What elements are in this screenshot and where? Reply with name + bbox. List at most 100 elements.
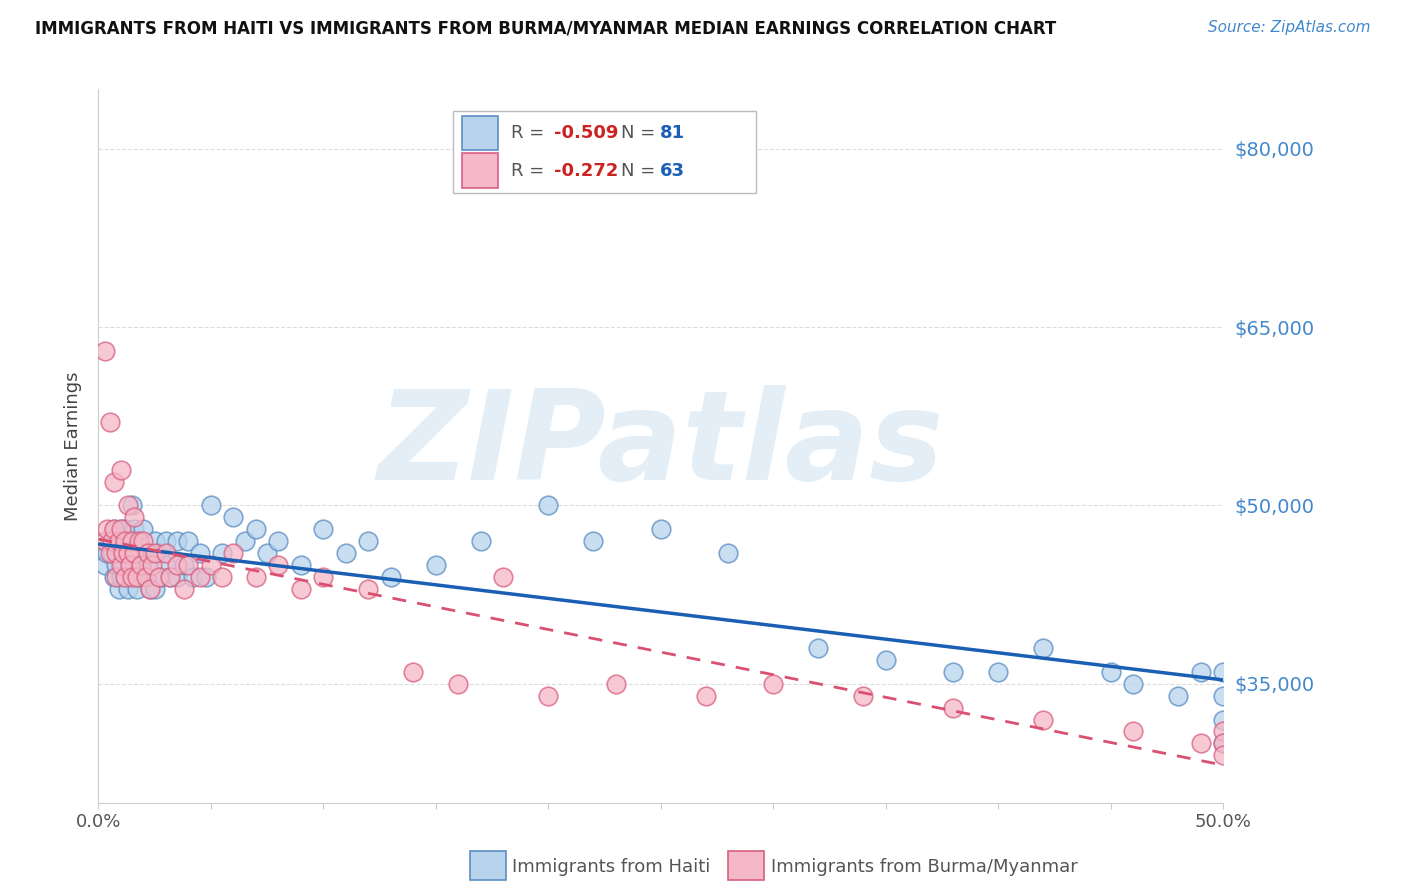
Point: [1099, 665, 1122, 679]
Point: [807, 641, 830, 656]
Point: [136, 546, 159, 560]
Point: [245, 522, 267, 536]
Point: [125, 534, 148, 549]
Point: [148, 570, 170, 584]
Point: [96, 522, 118, 536]
Point: [312, 570, 335, 584]
Point: [105, 570, 128, 584]
Point: [470, 534, 492, 549]
Point: [110, 546, 132, 560]
Point: [159, 570, 181, 584]
Point: [118, 558, 141, 572]
Point: [125, 582, 148, 596]
Point: [159, 570, 181, 584]
FancyBboxPatch shape: [470, 851, 506, 880]
Point: [129, 558, 152, 572]
Point: [103, 570, 125, 584]
Point: [139, 582, 162, 596]
Point: [267, 534, 290, 549]
Point: [1212, 736, 1234, 750]
Point: [124, 522, 146, 536]
Point: [200, 499, 222, 513]
Point: [105, 546, 128, 560]
Point: [124, 546, 146, 560]
Point: [155, 558, 177, 572]
Point: [128, 546, 150, 560]
Point: [695, 689, 717, 703]
Point: [1212, 748, 1234, 763]
Point: [96, 546, 118, 560]
Point: [148, 546, 170, 560]
Point: [1212, 724, 1234, 739]
Point: [135, 570, 157, 584]
Point: [537, 689, 560, 703]
Point: [110, 558, 132, 572]
Point: [112, 558, 135, 572]
Point: [290, 582, 312, 596]
Point: [132, 534, 155, 549]
Point: [605, 677, 627, 691]
Point: [335, 546, 357, 560]
Point: [357, 582, 380, 596]
Point: [267, 558, 290, 572]
Point: [105, 558, 128, 572]
Point: [211, 570, 233, 584]
Point: [117, 499, 139, 513]
Point: [312, 522, 335, 536]
Point: [177, 534, 200, 549]
Point: [233, 534, 256, 549]
Point: [1212, 736, 1234, 750]
Point: [117, 546, 139, 560]
Point: [98, 534, 121, 549]
Point: [200, 558, 222, 572]
Text: R =: R =: [512, 124, 550, 142]
Point: [357, 534, 380, 549]
Point: [114, 570, 136, 584]
Point: [1212, 713, 1234, 727]
Point: [94, 343, 117, 358]
Point: [222, 546, 245, 560]
Point: [1032, 641, 1054, 656]
Point: [181, 570, 204, 584]
Point: [290, 558, 312, 572]
Point: [101, 534, 124, 549]
Point: [425, 558, 447, 572]
Point: [94, 534, 117, 549]
Point: [447, 677, 470, 691]
Text: 63: 63: [659, 161, 685, 179]
Text: 81: 81: [659, 124, 685, 142]
Point: [717, 546, 740, 560]
Point: [942, 665, 965, 679]
Point: [987, 665, 1010, 679]
Point: [124, 510, 146, 524]
Point: [1189, 665, 1212, 679]
Point: [1212, 689, 1234, 703]
Point: [112, 534, 135, 549]
Point: [94, 558, 117, 572]
Point: [155, 546, 177, 560]
Point: [141, 558, 163, 572]
Point: [114, 522, 136, 536]
Point: [132, 522, 155, 536]
Point: [1167, 689, 1189, 703]
Point: [256, 546, 278, 560]
FancyBboxPatch shape: [461, 153, 498, 187]
Point: [1212, 665, 1234, 679]
Text: N =: N =: [621, 124, 661, 142]
Text: R =: R =: [512, 161, 550, 179]
Point: [110, 570, 132, 584]
Text: -0.509: -0.509: [554, 124, 619, 142]
Point: [110, 522, 132, 536]
Point: [166, 534, 188, 549]
Point: [107, 546, 129, 560]
Point: [188, 546, 211, 560]
Point: [110, 522, 132, 536]
Point: [188, 570, 211, 584]
FancyBboxPatch shape: [453, 111, 756, 193]
Point: [173, 558, 195, 572]
Point: [852, 689, 875, 703]
Point: [101, 546, 124, 560]
Point: [1032, 713, 1054, 727]
Point: [143, 582, 166, 596]
Point: [121, 499, 143, 513]
